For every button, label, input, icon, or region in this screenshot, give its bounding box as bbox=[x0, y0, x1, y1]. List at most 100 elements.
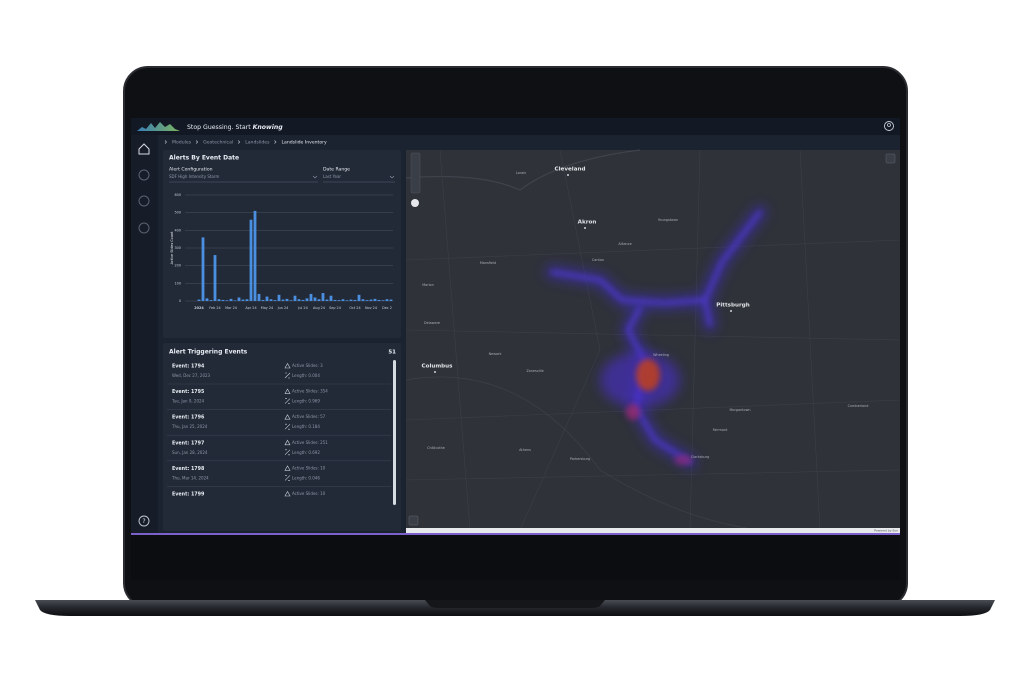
panel-title: Alerts By Event Date bbox=[169, 155, 239, 162]
y-tick-label: 100 bbox=[175, 281, 181, 285]
help-icon[interactable] bbox=[138, 515, 150, 527]
breadcrumb-separator bbox=[195, 140, 199, 144]
basemap-button[interactable] bbox=[408, 515, 419, 526]
bar bbox=[281, 299, 285, 301]
map[interactable] bbox=[406, 150, 900, 530]
map-controls[interactable] bbox=[410, 152, 421, 194]
breadcrumb-separator bbox=[237, 140, 241, 144]
city-dot bbox=[730, 310, 732, 312]
bar bbox=[345, 300, 349, 301]
town-label: Delaware bbox=[424, 321, 440, 325]
y-tick-label: 500 bbox=[175, 211, 181, 215]
nav-icon[interactable] bbox=[138, 195, 150, 207]
x-tick-label: May 24 bbox=[261, 306, 273, 310]
home-icon[interactable] bbox=[138, 143, 150, 155]
scrollbar[interactable] bbox=[393, 360, 396, 505]
y-tick-label: 200 bbox=[175, 264, 181, 268]
breadcrumb-item[interactable]: Landslides bbox=[245, 140, 270, 146]
dropdown-value[interactable]: SDF High Intensity Storm bbox=[169, 174, 219, 179]
event-id: Event: 1798 bbox=[172, 466, 205, 472]
town-label: Newark bbox=[489, 352, 502, 356]
event-id: Event: 1795 bbox=[172, 389, 204, 395]
event-count: 51 bbox=[388, 350, 396, 356]
bar bbox=[225, 300, 229, 301]
map-labels: Cleveland Akron Pittsburgh Columbus Youngsto… bbox=[422, 167, 869, 462]
bar bbox=[265, 296, 269, 301]
event-id: Event: 1797 bbox=[172, 440, 204, 446]
bar bbox=[249, 219, 253, 301]
active-slides: Active Slides: 57 bbox=[292, 414, 326, 419]
town-label: Chillicothe bbox=[427, 446, 445, 450]
town-label: Mansfield bbox=[480, 261, 496, 265]
town-label: Marion bbox=[422, 283, 434, 287]
event-id: Event: 1796 bbox=[172, 415, 205, 421]
active-slides: Active Slides: 10 bbox=[292, 491, 326, 496]
tagline-emphasis: Knowing bbox=[253, 124, 284, 131]
x-tick-label: Feb 24 bbox=[209, 306, 220, 310]
alerts-panel bbox=[163, 150, 401, 338]
town-label: Cumberland bbox=[848, 404, 869, 408]
bar bbox=[261, 299, 265, 301]
help-icon-text: ? bbox=[142, 518, 145, 525]
warning-icon bbox=[284, 414, 291, 420]
active-slides: Active Slides: 354 bbox=[292, 389, 328, 394]
city-dot bbox=[584, 227, 586, 229]
heat-hotspot bbox=[674, 455, 692, 465]
bar bbox=[381, 300, 385, 301]
warning-icon bbox=[284, 388, 291, 394]
bar bbox=[357, 294, 361, 301]
breadcrumb: Modules Geotechnical Landslides Landslide I… bbox=[164, 140, 327, 146]
breadcrumb-separator bbox=[164, 140, 167, 144]
panel-title: Alert Triggering Events bbox=[169, 349, 248, 356]
x-tick-label: Apr 24 bbox=[245, 306, 256, 310]
bar bbox=[201, 237, 205, 301]
breadcrumb-item[interactable]: Modules bbox=[172, 140, 192, 146]
bar bbox=[293, 295, 297, 301]
length: Length: 0.969 bbox=[292, 399, 320, 404]
bar bbox=[321, 293, 325, 301]
town-label: Parkersburg bbox=[570, 457, 590, 461]
events-panel bbox=[163, 343, 401, 531]
breadcrumb-item[interactable]: Geotechnical bbox=[203, 140, 233, 146]
attribution: Powered by Esri bbox=[874, 529, 898, 533]
town-label: Wheeling bbox=[653, 353, 669, 357]
bar bbox=[205, 298, 209, 301]
bar bbox=[361, 299, 365, 301]
dropdown-value[interactable]: Last Year bbox=[323, 174, 341, 179]
town-label: Canton bbox=[592, 258, 604, 262]
bar bbox=[285, 298, 289, 301]
event-date: Thu, Jan 25, 2024 bbox=[171, 424, 208, 429]
x-tick-label: Oct 24 bbox=[349, 306, 360, 310]
user-icon[interactable] bbox=[884, 121, 894, 131]
bar bbox=[253, 210, 257, 301]
breadcrumb-separator bbox=[274, 140, 277, 144]
length-icon bbox=[284, 475, 291, 481]
bar bbox=[313, 297, 317, 301]
compass[interactable] bbox=[411, 199, 419, 207]
event-date: Wed, Dec 27, 2023 bbox=[172, 373, 211, 378]
y-axis-label: Active Slides Count bbox=[170, 231, 174, 264]
event-id: Event: 1799 bbox=[172, 492, 205, 498]
map-layers-button[interactable] bbox=[885, 153, 896, 164]
active-slides: Active Slides: 3 bbox=[292, 363, 323, 368]
x-tick-label: Nov 24 bbox=[365, 306, 377, 310]
nav-icon[interactable] bbox=[138, 222, 150, 234]
bar bbox=[353, 299, 357, 301]
bar bbox=[245, 299, 249, 301]
attribution-bar bbox=[406, 528, 900, 533]
bar-chart: 0 100 200 300 400 500 600 2024 Feb 24 Mar 24 Apr 2… bbox=[175, 193, 393, 310]
nav-icon[interactable] bbox=[138, 169, 150, 181]
event-list: Event: 1794 Wed, Dec 27, 2023 Active Slide… bbox=[167, 362, 391, 498]
bar bbox=[277, 294, 281, 301]
dropdown-caret bbox=[312, 175, 318, 179]
town-label: Clarksburg bbox=[691, 455, 709, 459]
bar bbox=[373, 298, 377, 301]
heatmap bbox=[545, 205, 767, 469]
city-label: Columbus bbox=[422, 364, 454, 370]
bar bbox=[369, 299, 373, 301]
warning-icon bbox=[284, 465, 291, 471]
field-label: Alert Configuration bbox=[169, 167, 213, 173]
town-label: Morgantown bbox=[729, 408, 750, 412]
length: Length: 0.046 bbox=[292, 475, 320, 480]
